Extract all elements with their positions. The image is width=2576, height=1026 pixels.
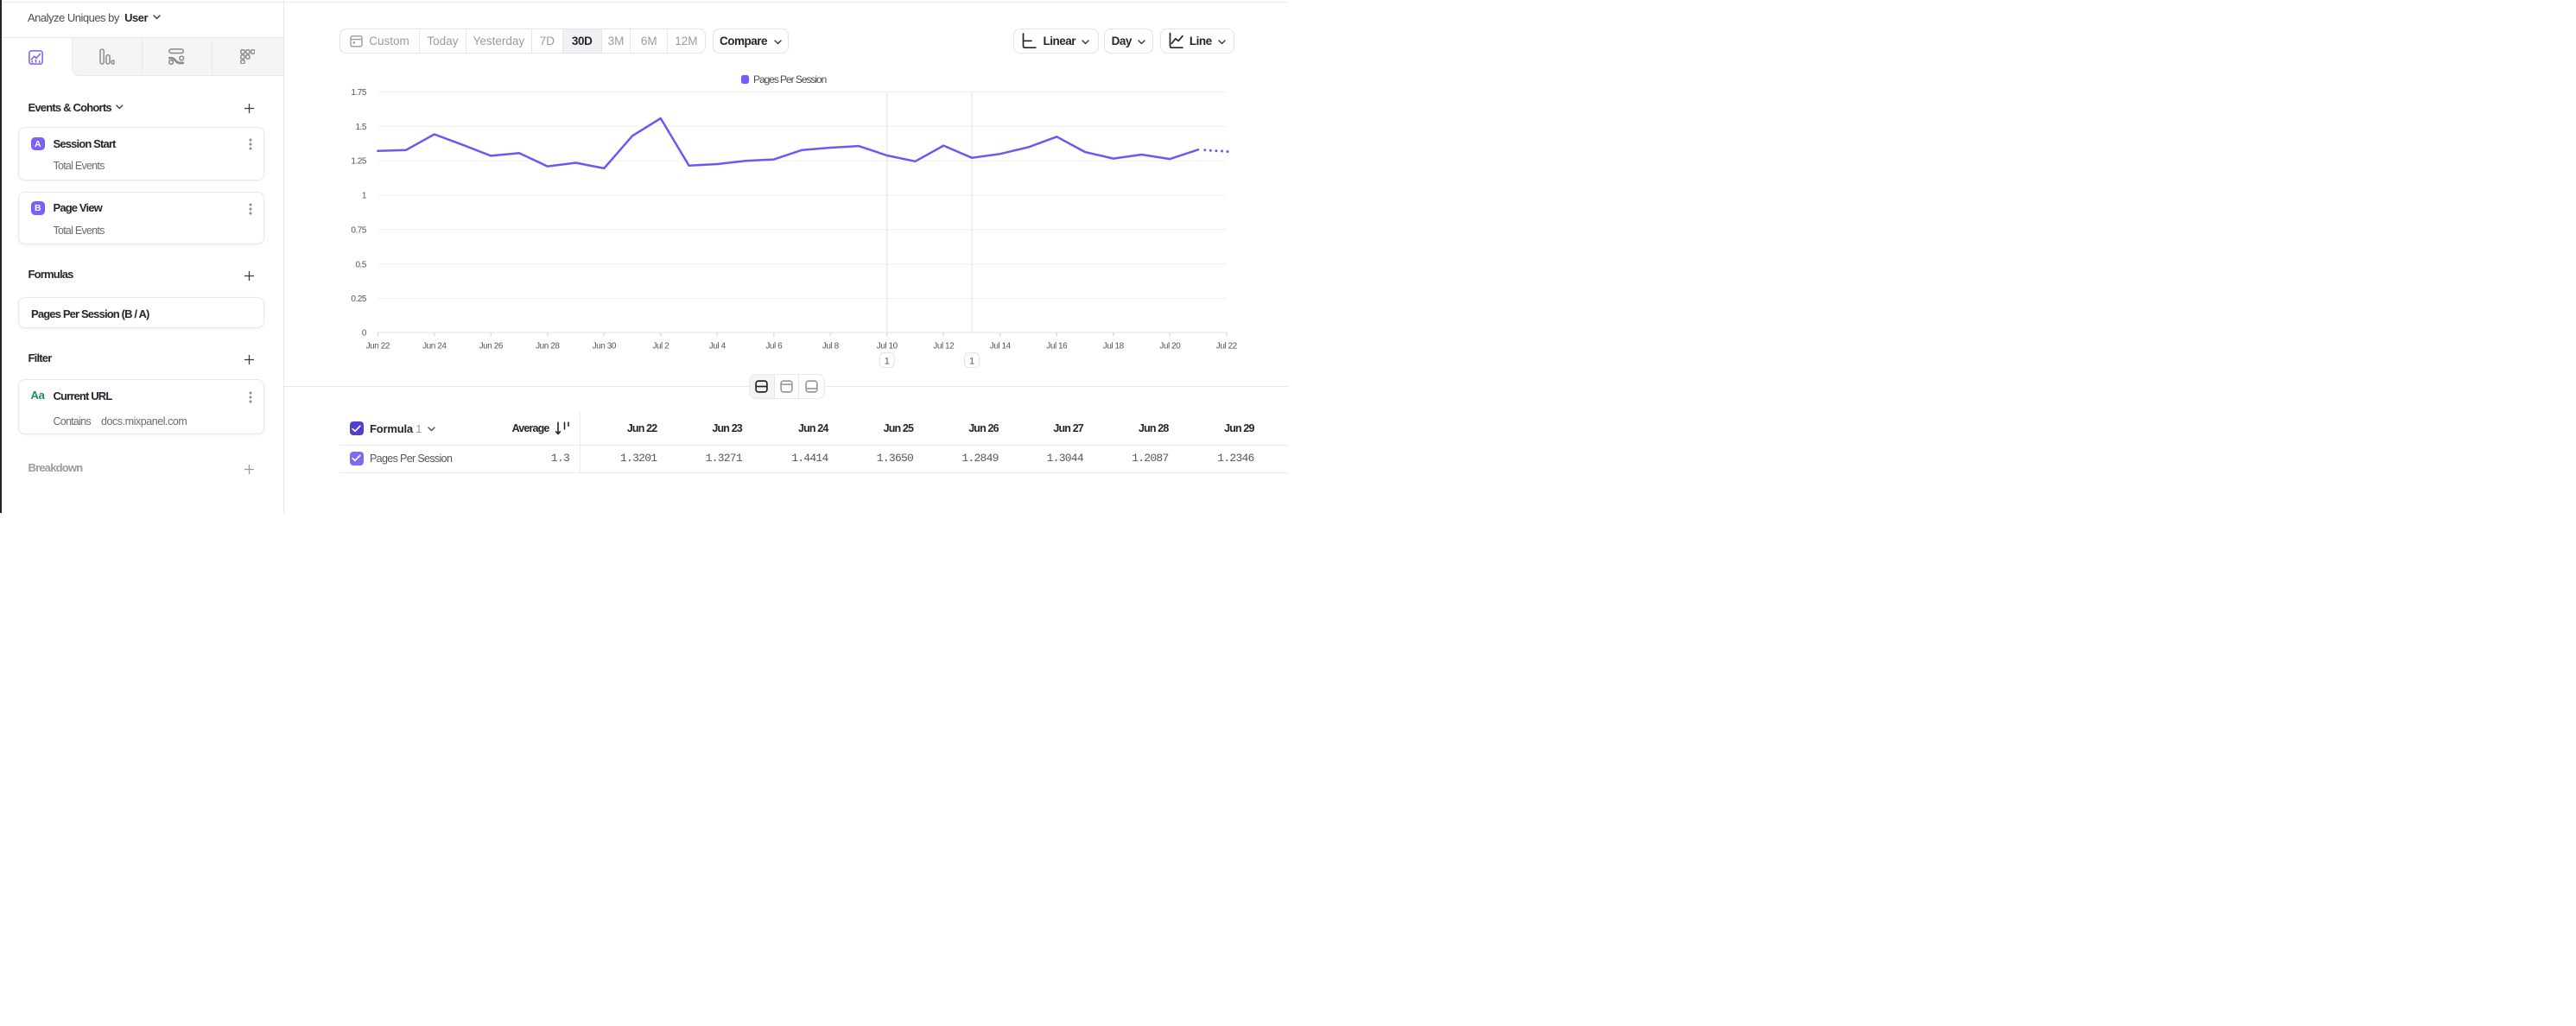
svg-text:1.5: 1.5 bbox=[355, 123, 366, 132]
svg-text:Jul 2: Jul 2 bbox=[652, 342, 669, 352]
svg-text:Jul 22: Jul 22 bbox=[1216, 342, 1238, 352]
svg-text:1.75: 1.75 bbox=[351, 88, 367, 98]
svg-text:Jun 28: Jun 28 bbox=[536, 342, 560, 352]
svg-text:Jul 8: Jul 8 bbox=[822, 342, 840, 352]
svg-text:Jul 4: Jul 4 bbox=[709, 342, 726, 352]
svg-text:1: 1 bbox=[969, 356, 974, 366]
svg-text:1.25: 1.25 bbox=[351, 157, 367, 167]
svg-text:1: 1 bbox=[885, 356, 890, 366]
svg-text:Jun 30: Jun 30 bbox=[593, 342, 617, 352]
svg-text:Jul 18: Jul 18 bbox=[1103, 342, 1125, 352]
svg-text:Jun 26: Jun 26 bbox=[479, 342, 504, 352]
svg-text:Jun 24: Jun 24 bbox=[422, 342, 447, 352]
svg-text:0: 0 bbox=[362, 329, 367, 339]
svg-text:Jul 10: Jul 10 bbox=[877, 342, 898, 352]
svg-text:Jul 14: Jul 14 bbox=[990, 342, 1012, 352]
svg-text:Jul 20: Jul 20 bbox=[1159, 342, 1181, 352]
svg-text:Jul 12: Jul 12 bbox=[933, 342, 955, 352]
svg-text:1: 1 bbox=[362, 192, 367, 201]
svg-text:Jul 16: Jul 16 bbox=[1046, 342, 1068, 352]
svg-text:0.5: 0.5 bbox=[355, 260, 366, 269]
svg-text:0.75: 0.75 bbox=[351, 225, 367, 235]
svg-text:0.25: 0.25 bbox=[351, 294, 367, 304]
svg-text:Jun 22: Jun 22 bbox=[366, 342, 390, 352]
svg-text:Jul 6: Jul 6 bbox=[765, 342, 783, 352]
